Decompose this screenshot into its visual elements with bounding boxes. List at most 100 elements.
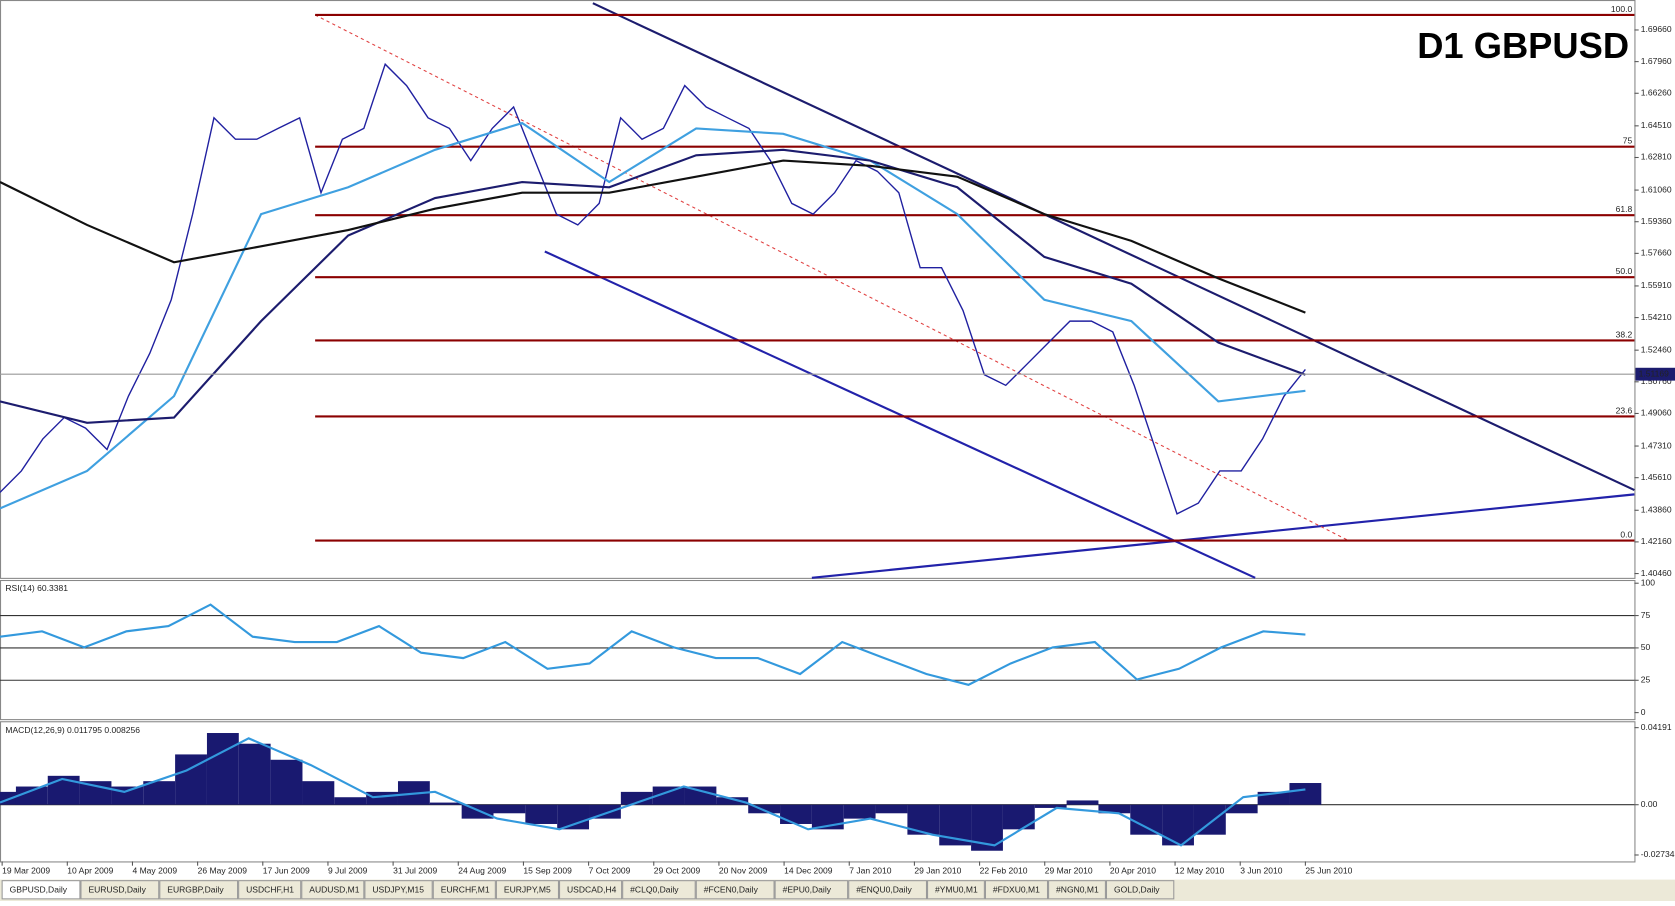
tab-label[interactable]: GBPUSD,Daily xyxy=(10,885,68,895)
series-line xyxy=(0,603,1306,686)
support-line xyxy=(811,493,1635,579)
series-line xyxy=(0,159,1306,314)
x-tick-label: 17 Jun 2009 xyxy=(263,865,310,875)
x-tick-label: 19 Mar 2009 xyxy=(2,865,50,875)
macd-bar xyxy=(270,759,303,805)
macd-bar xyxy=(843,804,876,819)
macd-bar xyxy=(780,804,812,824)
macd-bar xyxy=(334,797,367,805)
macd-bar xyxy=(15,786,48,805)
macd-bar xyxy=(79,781,112,805)
y-tick-label: 1.49060 xyxy=(1641,408,1672,418)
tab-label[interactable]: USDCHF,H1 xyxy=(246,885,294,895)
tab-label[interactable]: EURCHF,M1 xyxy=(441,885,490,895)
tab[interactable] xyxy=(159,880,239,900)
fib-label: 61.8 xyxy=(1616,204,1633,214)
y-tick-label: 1.50760 xyxy=(1641,376,1672,386)
y-tick-label: 1.45610 xyxy=(1641,472,1672,482)
y-tick-label: 1.57660 xyxy=(1641,248,1672,258)
macd-bar xyxy=(1066,800,1099,805)
y-tick-label: 1.59360 xyxy=(1641,216,1672,226)
y-tick-label: 1.69660 xyxy=(1641,24,1672,34)
macd-bar xyxy=(716,797,749,805)
tab[interactable] xyxy=(848,880,928,900)
main-panel xyxy=(0,0,1636,579)
macd-bar xyxy=(461,804,494,819)
tab[interactable] xyxy=(364,880,433,900)
tab-label[interactable]: USDJPY,M15 xyxy=(372,885,424,895)
tab-label[interactable]: #CLQ0,Daily xyxy=(630,885,679,895)
macd-bar xyxy=(238,743,271,805)
chart-title: D1 GBPUSD xyxy=(1417,25,1629,66)
tab[interactable] xyxy=(984,880,1049,900)
y-tick-label: -0.02734 xyxy=(1641,849,1675,859)
tab[interactable] xyxy=(559,880,623,900)
macd-bar xyxy=(1002,804,1035,830)
x-tick-label: 29 Mar 2010 xyxy=(1045,865,1093,875)
x-tick-label: 29 Jan 2010 xyxy=(914,865,961,875)
x-tick-label: 12 May 2010 xyxy=(1175,865,1225,875)
tab-label[interactable]: #YMU0,M1 xyxy=(935,885,978,895)
x-tick-label: 9 Jul 2009 xyxy=(328,865,368,875)
tab[interactable] xyxy=(774,880,849,900)
y-tick-label: 1.64510 xyxy=(1641,120,1672,130)
tab-label[interactable]: AUDUSD,M1 xyxy=(309,885,360,895)
tab-label[interactable]: #FDXU0,M1 xyxy=(993,885,1040,895)
x-tick-label: 14 Dec 2009 xyxy=(784,865,833,875)
macd-bar xyxy=(1225,804,1258,814)
tab-label[interactable]: USDCAD,H4 xyxy=(567,885,617,895)
macd-bar xyxy=(589,804,621,819)
tab[interactable] xyxy=(238,880,302,900)
x-tick-label: 10 Apr 2009 xyxy=(67,865,113,875)
tab-label[interactable]: #ENQU0,Daily xyxy=(856,885,912,895)
series-line xyxy=(0,121,1306,510)
tab-label[interactable]: EURGBP,Daily xyxy=(167,885,224,895)
macd-bar xyxy=(1034,804,1067,808)
x-tick-label: 4 May 2009 xyxy=(132,865,177,875)
macd-bar xyxy=(525,804,558,824)
y-tick-label: 1.43860 xyxy=(1641,505,1672,515)
fib-label: 38.2 xyxy=(1616,329,1633,339)
tab-label[interactable]: #FCEN0,Daily xyxy=(704,885,759,895)
tab[interactable] xyxy=(1,880,81,900)
macd-bar xyxy=(748,804,781,814)
x-tick-label: 25 Jun 2010 xyxy=(1305,865,1352,875)
tab[interactable] xyxy=(1105,880,1175,900)
x-tick-label: 29 Oct 2009 xyxy=(654,865,701,875)
last-price-box xyxy=(1635,367,1675,381)
macd-bar xyxy=(1130,804,1163,835)
tab[interactable] xyxy=(1048,880,1106,900)
series-line xyxy=(0,62,1306,515)
macd-bar xyxy=(206,733,239,805)
tab-label[interactable]: GOLD,Daily xyxy=(1114,885,1160,895)
tab[interactable] xyxy=(301,880,365,900)
x-tick-label: 3 Jun 2010 xyxy=(1240,865,1283,875)
x-tick-label: 26 May 2009 xyxy=(198,865,248,875)
y-tick-label: 1.55910 xyxy=(1641,280,1672,290)
tab[interactable] xyxy=(927,880,985,900)
tab-label[interactable]: EURJPY,M5 xyxy=(504,885,551,895)
tab[interactable] xyxy=(695,880,775,900)
rsi-panel xyxy=(0,579,1636,721)
x-tick-label: 7 Oct 2009 xyxy=(589,865,631,875)
trend-line xyxy=(592,2,1635,492)
last-price-label: 1.51169 xyxy=(1639,368,1669,378)
y-tick-label: 75 xyxy=(1641,610,1651,620)
tab[interactable] xyxy=(495,880,560,900)
y-tick-label: 1.42160 xyxy=(1641,536,1672,546)
fib-label: 75 xyxy=(1623,136,1633,146)
y-tick-label: 1.52460 xyxy=(1641,344,1672,354)
y-tick-label: 0.04191 xyxy=(1641,722,1672,732)
tab-label[interactable]: EURUSD,Daily xyxy=(88,885,146,895)
tab-label[interactable]: #NGN0,M1 xyxy=(1056,885,1099,895)
tab[interactable] xyxy=(432,880,496,900)
tab[interactable] xyxy=(622,880,696,900)
macd-bar xyxy=(875,804,908,814)
x-tick-label: 7 Jan 2010 xyxy=(849,865,892,875)
x-tick-label: 24 Aug 2009 xyxy=(458,865,506,875)
macd-bar xyxy=(652,786,685,805)
fib-label: 50.0 xyxy=(1616,266,1633,276)
tab-label[interactable]: #EPU0,Daily xyxy=(783,885,832,895)
tab[interactable] xyxy=(80,880,160,900)
